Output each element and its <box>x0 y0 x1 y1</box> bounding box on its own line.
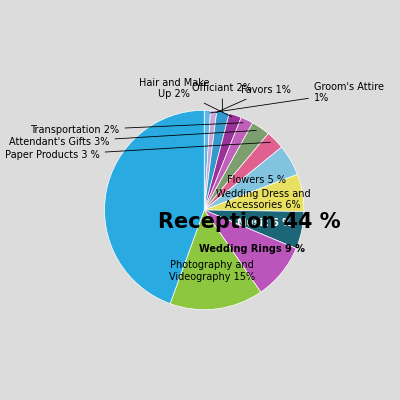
Text: Photography and
Videography 15%: Photography and Videography 15% <box>169 260 255 282</box>
Text: Favors 1%: Favors 1% <box>216 85 291 112</box>
Text: Attendant's Gifts 3%: Attendant's Gifts 3% <box>9 130 256 147</box>
Text: Wedding Rings 9 %: Wedding Rings 9 % <box>199 244 305 254</box>
Wedge shape <box>204 110 217 210</box>
Wedge shape <box>204 118 253 210</box>
Wedge shape <box>104 110 204 304</box>
Text: Wedding Dress and
Accessories 6%: Wedding Dress and Accessories 6% <box>216 189 310 210</box>
Wedge shape <box>170 210 261 310</box>
Text: Hair and Make
Up 2%: Hair and Make Up 2% <box>139 78 232 117</box>
Text: Transportation 2%: Transportation 2% <box>30 123 243 135</box>
Wedge shape <box>204 134 282 210</box>
Text: Groom's Attire
1%: Groom's Attire 1% <box>210 82 384 113</box>
Wedge shape <box>204 147 297 210</box>
Text: Music 6 %: Music 6 % <box>237 218 292 228</box>
Wedge shape <box>204 110 210 210</box>
Text: Officiant 2%: Officiant 2% <box>192 83 252 112</box>
Wedge shape <box>204 210 296 292</box>
Wedge shape <box>204 114 241 210</box>
Wedge shape <box>204 123 268 210</box>
Wedge shape <box>204 174 304 212</box>
Text: Paper Products 3 %: Paper Products 3 % <box>5 142 270 160</box>
Text: Flowers 5 %: Flowers 5 % <box>226 175 286 185</box>
Wedge shape <box>204 210 304 248</box>
Wedge shape <box>204 111 229 210</box>
Text: Reception 44 %: Reception 44 % <box>158 212 340 232</box>
